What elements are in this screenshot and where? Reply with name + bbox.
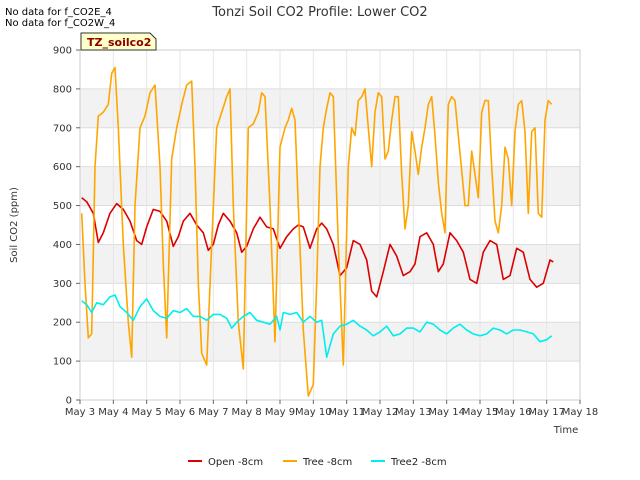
y-tick-label: 200: [53, 318, 72, 329]
y-axis-ticks: 0 100 200 300 400 500 600 700 800 900: [53, 46, 80, 407]
series-lines: [80, 66, 554, 397]
site-label-box: TZ_soilco2: [80, 32, 157, 51]
x-tick-label: May 17: [528, 407, 565, 418]
x-tick-label: May 10: [295, 407, 332, 418]
site-label-background: [80, 32, 157, 51]
plot-frame: [79, 49, 581, 401]
series-line-tree2-8cm: [81, 294, 553, 358]
x-tick-label: May 12: [362, 407, 399, 418]
y-tick-label: 100: [53, 357, 72, 368]
y-tick-label: 600: [53, 162, 72, 173]
x-axis-label: Time: [553, 425, 578, 436]
legend-label: Tree2 -8cm: [390, 457, 447, 468]
y-tick-label: 900: [53, 46, 72, 57]
x-tick-label: May 4: [98, 407, 128, 418]
x-tick-label: May 5: [132, 407, 162, 418]
background-band: [80, 244, 580, 284]
background-band: [80, 127, 580, 167]
y-tick-label: 400: [53, 240, 72, 251]
y-tick-label: 300: [53, 279, 72, 290]
legend-label: Open -8cm: [208, 457, 263, 468]
no-data-message-co2w: No data for f_CO2W_4: [5, 18, 116, 29]
site-label-text: TZ_soilco2: [87, 36, 151, 49]
x-axis-ticks: May 3 May 4 May 5 May 6 May 7 May 8 May 9 May 1…: [65, 400, 598, 418]
series-line-open-8cm: [81, 197, 554, 298]
no-data-message-co2e: No data for f_CO2E_4: [5, 7, 112, 18]
background-band: [80, 166, 580, 206]
background-band: [80, 322, 580, 362]
x-tick-label: May 9: [265, 407, 295, 418]
y-tick-label: 500: [53, 201, 72, 212]
y-axis-label: Soil CO2 (ppm): [9, 187, 20, 263]
x-tick-label: May 8: [232, 407, 262, 418]
y-tick-label: 800: [53, 84, 72, 95]
background-band: [80, 50, 580, 89]
x-tick-label: May 7: [198, 407, 228, 418]
x-tick-label: May 14: [428, 407, 465, 418]
x-tick-label: May 15: [462, 407, 499, 418]
x-tick-label: May 11: [328, 407, 365, 418]
legend: Open -8cm Tree -8cm Tree2 -8cm: [188, 457, 447, 468]
x-tick-label: May 3: [65, 407, 95, 418]
x-tick-label: May 16: [495, 407, 532, 418]
x-tick-label: May 6: [165, 407, 195, 418]
y-tick-label: 0: [66, 396, 72, 407]
x-tick-label: May 13: [395, 407, 432, 418]
chart-title: Tonzi Soil CO2 Profile: Lower CO2: [211, 5, 427, 20]
x-tick-label: May 18: [562, 407, 599, 418]
y-tick-label: 700: [53, 123, 72, 134]
legend-label: Tree -8cm: [302, 457, 352, 468]
background-band: [80, 283, 580, 323]
series-line-tree-8cm: [80, 66, 553, 397]
background-band: [80, 361, 580, 400]
